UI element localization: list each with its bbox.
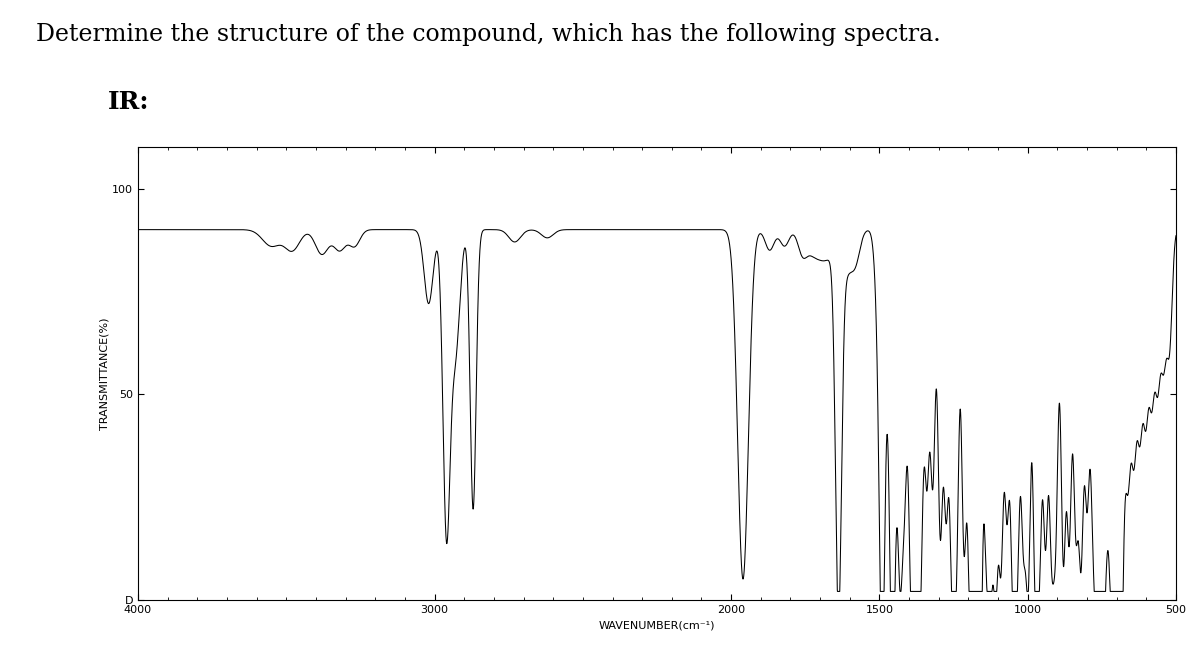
Y-axis label: TRANSMITTANCE(%): TRANSMITTANCE(%) bbox=[100, 318, 109, 429]
X-axis label: WAVENUMBER(cm⁻¹): WAVENUMBER(cm⁻¹) bbox=[599, 620, 715, 630]
Text: Determine the structure of the compound, which has the following spectra.: Determine the structure of the compound,… bbox=[36, 23, 941, 46]
Text: IR:: IR: bbox=[108, 90, 150, 115]
